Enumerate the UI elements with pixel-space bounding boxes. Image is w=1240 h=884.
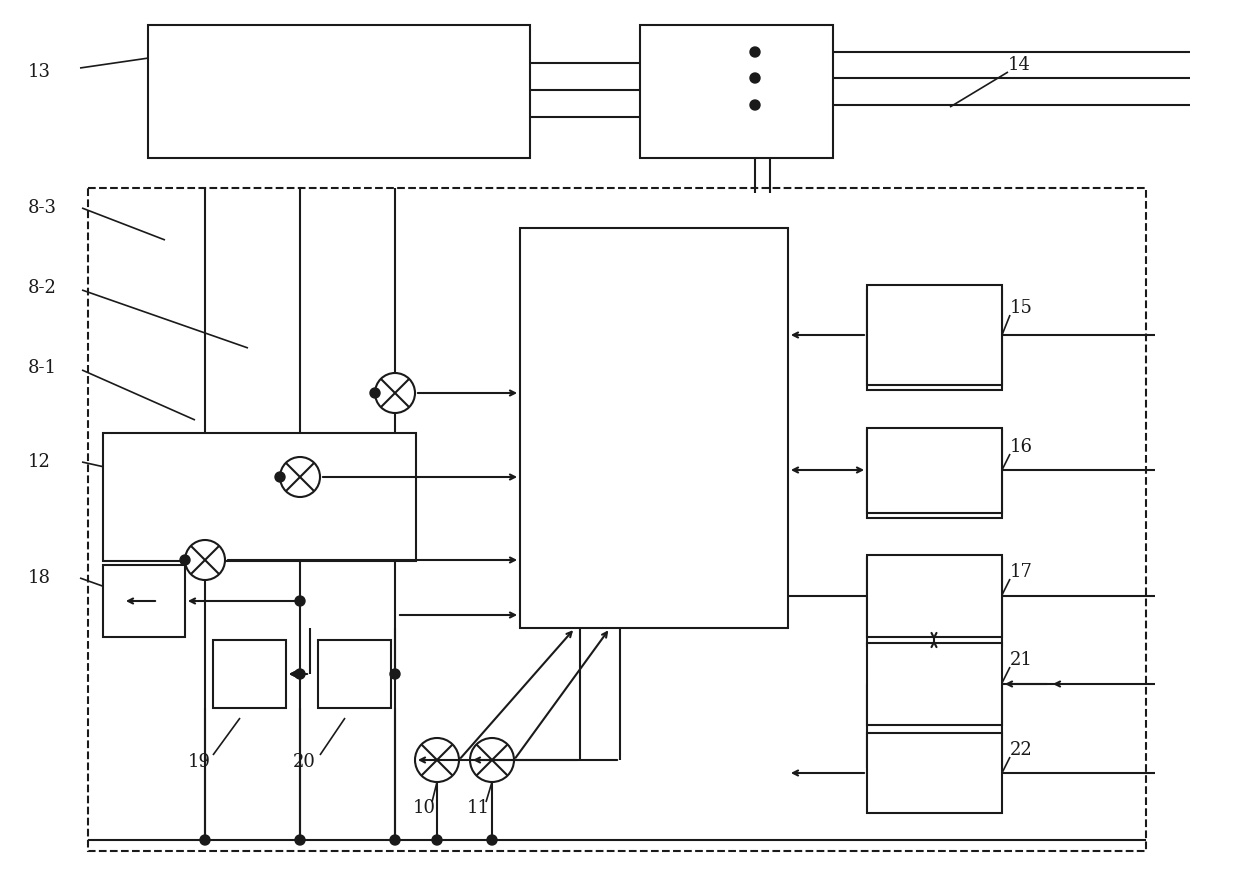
Text: 8-1: 8-1 xyxy=(29,359,57,377)
Bar xyxy=(213,640,286,708)
Text: 16: 16 xyxy=(1011,438,1033,456)
Circle shape xyxy=(432,835,441,845)
Circle shape xyxy=(295,669,305,679)
Circle shape xyxy=(470,738,515,782)
Bar xyxy=(867,558,1002,646)
Bar xyxy=(640,25,833,158)
Bar xyxy=(867,643,1002,725)
Text: 18: 18 xyxy=(29,569,51,587)
Text: 19: 19 xyxy=(188,753,211,771)
Bar xyxy=(867,428,1002,513)
Circle shape xyxy=(295,596,305,606)
Text: 22: 22 xyxy=(1011,741,1033,759)
Circle shape xyxy=(750,100,760,110)
Circle shape xyxy=(295,835,305,845)
Text: 14: 14 xyxy=(1008,56,1030,74)
Circle shape xyxy=(391,835,401,845)
Circle shape xyxy=(200,835,210,845)
Text: 13: 13 xyxy=(29,63,51,81)
Text: 12: 12 xyxy=(29,453,51,471)
Text: 17: 17 xyxy=(1011,563,1033,581)
Bar xyxy=(317,640,391,708)
Bar xyxy=(148,25,529,158)
Bar xyxy=(520,228,787,628)
Text: 20: 20 xyxy=(293,753,316,771)
Circle shape xyxy=(185,540,224,580)
Bar xyxy=(103,565,185,637)
Circle shape xyxy=(750,47,760,57)
Circle shape xyxy=(391,669,401,679)
Circle shape xyxy=(487,835,497,845)
Text: 15: 15 xyxy=(1011,299,1033,317)
Circle shape xyxy=(280,457,320,497)
Bar xyxy=(867,685,1002,767)
Bar xyxy=(867,290,1002,390)
Circle shape xyxy=(370,388,379,398)
Circle shape xyxy=(750,73,760,83)
Text: 8-2: 8-2 xyxy=(29,279,57,297)
Circle shape xyxy=(275,472,285,482)
Text: 21: 21 xyxy=(1011,651,1033,669)
Circle shape xyxy=(415,738,459,782)
Text: 10: 10 xyxy=(413,799,436,817)
Bar xyxy=(103,433,415,561)
Bar xyxy=(867,285,1002,385)
Bar xyxy=(88,188,1146,851)
Bar xyxy=(867,555,1002,637)
Text: 8-3: 8-3 xyxy=(29,199,57,217)
Bar xyxy=(867,430,1002,518)
Text: 11: 11 xyxy=(467,799,490,817)
Bar xyxy=(867,733,1002,813)
Circle shape xyxy=(180,555,190,565)
Circle shape xyxy=(374,373,415,413)
